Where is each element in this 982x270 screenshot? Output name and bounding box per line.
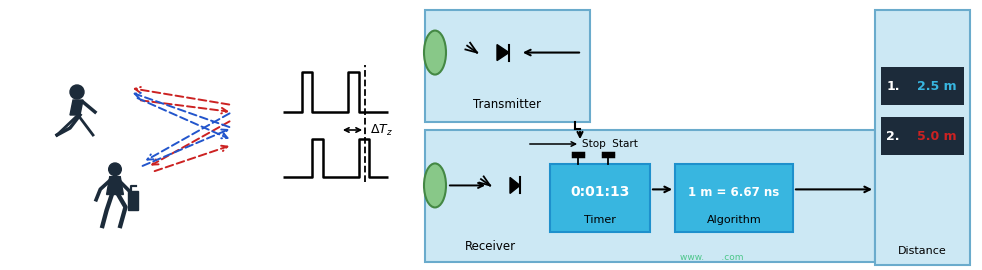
Text: 5.0 m: 5.0 m [917, 130, 956, 143]
Text: Stop  Start: Stop Start [582, 139, 638, 149]
Text: 2.: 2. [886, 130, 900, 143]
Text: Transmitter: Transmitter [473, 97, 541, 110]
FancyBboxPatch shape [425, 130, 875, 262]
Polygon shape [510, 177, 520, 193]
Text: 2.5 m: 2.5 m [917, 79, 956, 93]
Circle shape [109, 163, 122, 176]
FancyBboxPatch shape [675, 164, 793, 232]
FancyBboxPatch shape [425, 10, 590, 122]
Polygon shape [107, 177, 124, 194]
Text: 1 m = 6.67 ns: 1 m = 6.67 ns [688, 185, 780, 198]
FancyBboxPatch shape [881, 67, 964, 105]
Ellipse shape [424, 31, 446, 75]
FancyBboxPatch shape [128, 191, 138, 210]
Polygon shape [497, 45, 509, 60]
Circle shape [70, 85, 84, 99]
Text: $\Delta T_z$: $\Delta T_z$ [370, 123, 393, 137]
Text: Timer: Timer [584, 215, 616, 225]
Polygon shape [70, 100, 83, 115]
Text: 0:01:13: 0:01:13 [571, 185, 629, 199]
Text: Distance: Distance [899, 246, 947, 256]
FancyBboxPatch shape [875, 10, 970, 265]
Text: 1.: 1. [886, 79, 900, 93]
Text: Receiver: Receiver [464, 241, 516, 254]
FancyBboxPatch shape [550, 164, 650, 232]
Ellipse shape [424, 163, 446, 207]
FancyBboxPatch shape [881, 117, 964, 155]
Text: Algorithm: Algorithm [707, 215, 761, 225]
Text: www.      .com: www. .com [680, 254, 743, 262]
